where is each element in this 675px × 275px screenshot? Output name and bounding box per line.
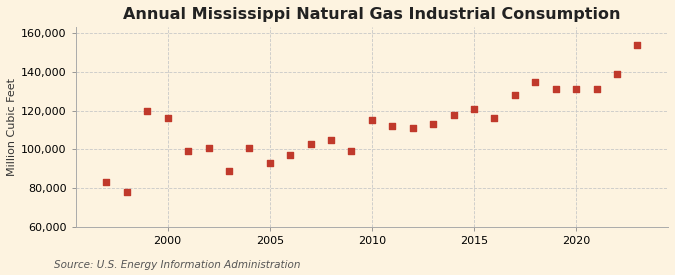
Point (632, 43, 643, 47)
Point (510, 93, 520, 97)
Point (387, 124, 398, 128)
Point (244, 145, 254, 150)
Point (407, 126, 418, 130)
Point (367, 118, 377, 123)
Point (305, 141, 316, 146)
Point (530, 79, 541, 84)
Point (428, 122, 439, 127)
Point (285, 153, 296, 158)
Point (612, 72, 622, 76)
Point (162, 116, 173, 121)
Point (142, 108, 153, 113)
Point (591, 87, 602, 92)
Point (265, 161, 275, 165)
Text: Source: U.S. Energy Information Administration: Source: U.S. Energy Information Administ… (54, 260, 300, 270)
Point (448, 112, 459, 117)
Point (571, 87, 582, 92)
Title: Annual Mississippi Natural Gas Industrial Consumption: Annual Mississippi Natural Gas Industria… (123, 7, 620, 22)
Point (489, 116, 500, 121)
Point (101, 180, 112, 185)
Point (325, 138, 336, 142)
Point (346, 149, 357, 154)
Point (122, 190, 132, 194)
Point (223, 169, 234, 173)
Point (183, 149, 194, 154)
Point (203, 145, 214, 150)
Point (468, 106, 479, 111)
Point (550, 87, 561, 92)
Y-axis label: Million Cubic Feet: Million Cubic Feet (7, 78, 17, 176)
